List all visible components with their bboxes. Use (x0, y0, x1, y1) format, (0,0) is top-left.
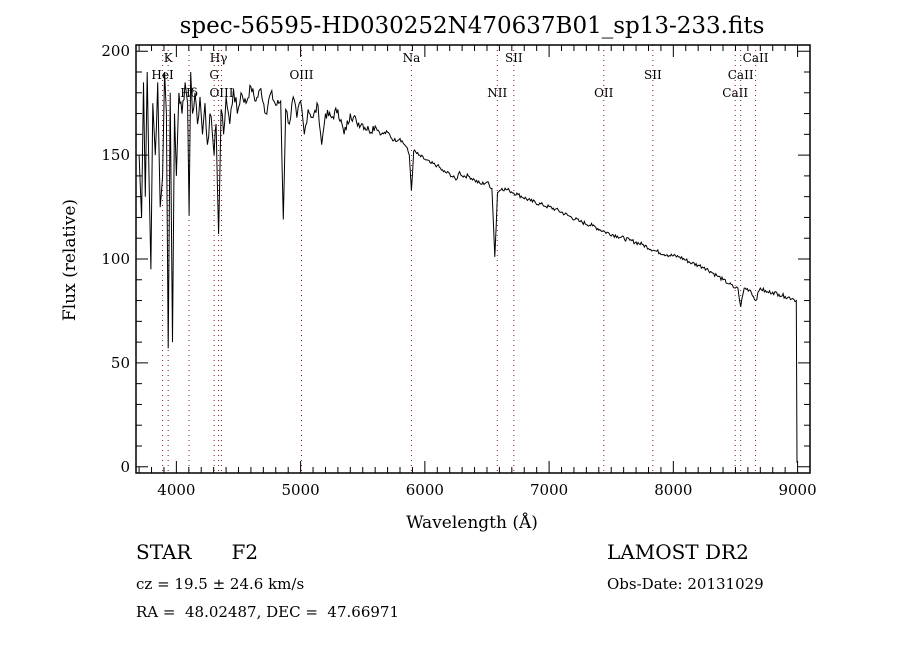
y-tick-label: 200 (101, 42, 130, 60)
line-marker-label: HeI (151, 68, 174, 82)
line-marker-label: CaII (728, 68, 754, 82)
chart-title: spec-56595-HD030252N470637B01_sp13-233.f… (180, 13, 765, 39)
x-tick-label: 9000 (778, 481, 816, 499)
redshift-text: cz = 19.5 ± 24.6 km/s (136, 575, 305, 593)
line-marker-label: OIII (209, 86, 233, 100)
axis-ticks: 4000 5000 6000 7000 8000 9000 0 50 100 150 200 (101, 42, 816, 499)
x-tick-label: 7000 (530, 481, 568, 499)
spectrum-line (138, 71, 798, 463)
line-marker-label: CaII (743, 51, 769, 65)
coordinates-text: RA = 48.02487, DEC = 47.66971 (136, 603, 400, 621)
line-marker-label: G (209, 68, 219, 82)
y-tick-label: 50 (111, 354, 130, 372)
subclass-label: F2 (231, 540, 259, 564)
plot-frame (135, 44, 811, 474)
line-marker-label: SII (505, 51, 523, 65)
x-axis-label: Wavelength (Å) (406, 512, 538, 533)
line-marker-label: OII (594, 86, 614, 100)
survey-label: LAMOST DR2 (607, 540, 749, 564)
class-label: STAR (136, 540, 192, 564)
object-class: STAR F2 (136, 540, 258, 564)
line-markers: HeIKHδGHγOIIIOIIINaNIISIIOIISIICaIICaIIC… (151, 45, 769, 473)
obs-date-text: Obs-Date: 20131029 (607, 575, 764, 593)
y-tick-label: 150 (101, 146, 130, 164)
line-marker-label: NII (487, 86, 507, 100)
x-tick-label: 8000 (654, 481, 692, 499)
line-marker-label: CaII (722, 86, 748, 100)
x-tick-label: 6000 (406, 481, 444, 499)
x-tick-label: 5000 (282, 481, 320, 499)
y-tick-label: 100 (101, 250, 130, 268)
line-marker-label: K (164, 51, 174, 65)
y-axis-label: Flux (relative) (60, 199, 80, 321)
line-marker-label: Na (403, 51, 421, 65)
y-tick-label: 0 (120, 458, 130, 476)
x-tick-label: 4000 (157, 481, 195, 499)
line-marker-label: SII (644, 68, 662, 82)
line-marker-label: Hγ (210, 51, 228, 65)
line-marker-label: OIII (289, 68, 313, 82)
